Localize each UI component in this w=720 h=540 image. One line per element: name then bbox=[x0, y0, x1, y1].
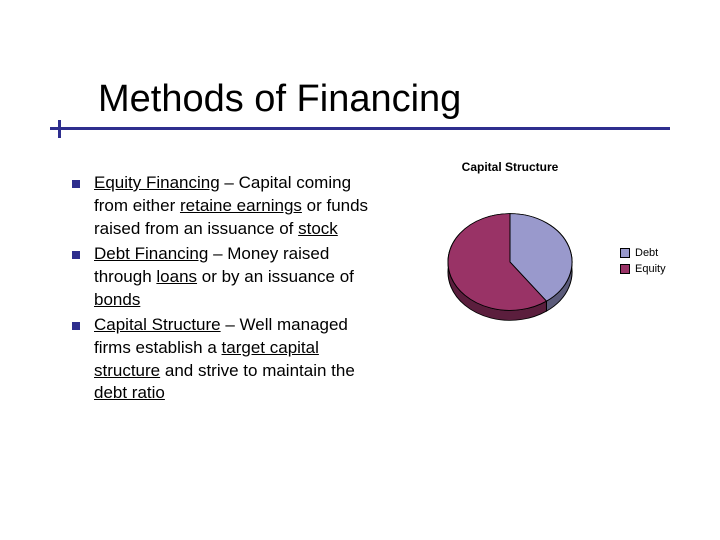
title-underline bbox=[50, 127, 670, 130]
chart-body: Debt Equity bbox=[420, 188, 690, 338]
bullet-square-icon bbox=[72, 180, 80, 188]
pie-chart bbox=[420, 188, 600, 338]
bullet-square-icon bbox=[72, 322, 80, 330]
bullet-text: Equity Financing – Capital coming from e… bbox=[94, 172, 382, 241]
chart-title: Capital Structure bbox=[420, 160, 600, 174]
title-block: Methods of Financing bbox=[0, 78, 720, 130]
legend-swatch bbox=[620, 248, 630, 258]
legend-label: Debt bbox=[635, 247, 658, 259]
bullet-square-icon bbox=[72, 251, 80, 259]
bullet-item: Capital Structure – Well managed firms e… bbox=[72, 314, 382, 406]
legend-item: Debt bbox=[620, 247, 666, 259]
chart-legend: Debt Equity bbox=[620, 247, 666, 279]
bullet-text: Capital Structure – Well managed firms e… bbox=[94, 314, 382, 406]
chart-area: Capital Structure Debt Equity bbox=[420, 160, 690, 338]
page-title: Methods of Financing bbox=[0, 78, 720, 127]
legend-swatch bbox=[620, 264, 630, 274]
bullet-item: Debt Financing – Money raised through lo… bbox=[72, 243, 382, 312]
title-tick bbox=[58, 120, 61, 138]
legend-item: Equity bbox=[620, 263, 666, 275]
bullet-text: Debt Financing – Money raised through lo… bbox=[94, 243, 382, 312]
bullet-list: Equity Financing – Capital coming from e… bbox=[72, 172, 382, 407]
bullet-item: Equity Financing – Capital coming from e… bbox=[72, 172, 382, 241]
legend-label: Equity bbox=[635, 263, 666, 275]
